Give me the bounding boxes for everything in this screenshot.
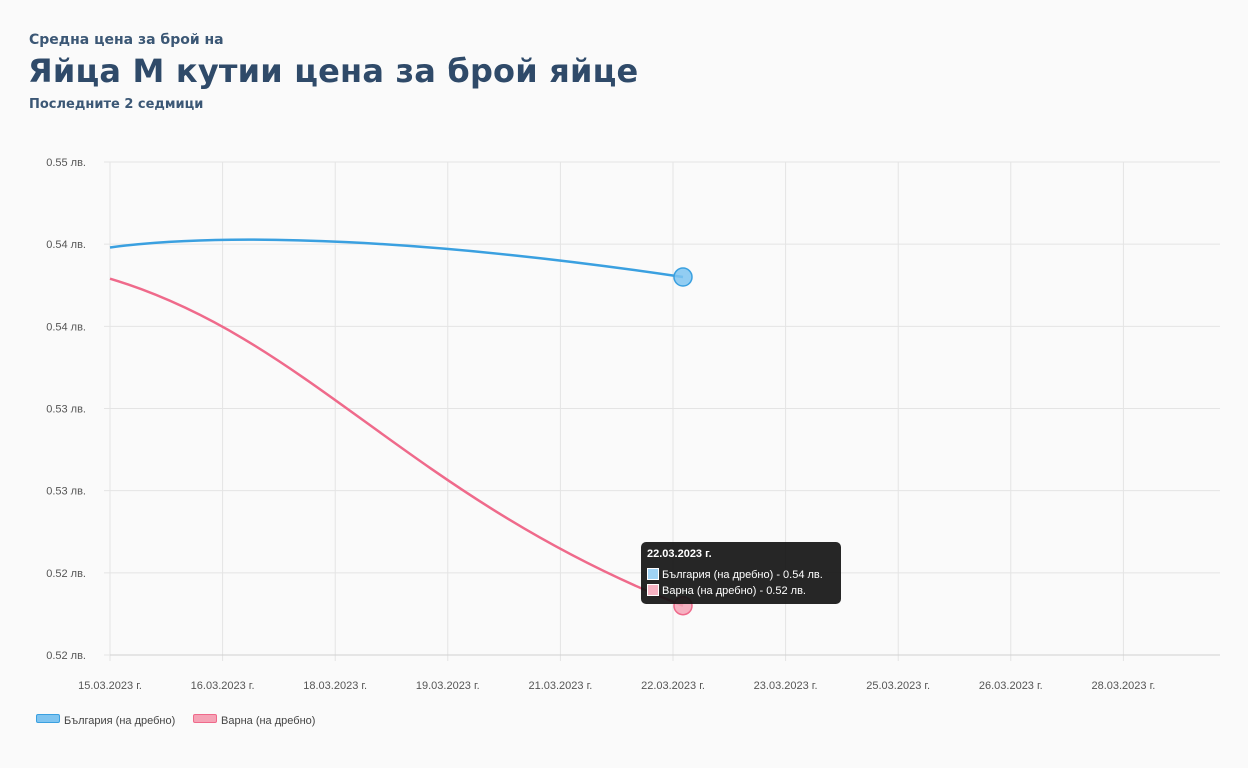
y-tick-label: 0.54 лв. — [46, 321, 86, 333]
chart-subtitle-top: Средна цена за брой на — [29, 32, 224, 48]
y-tick-label: 0.53 лв. — [46, 486, 86, 498]
x-tick-label: 21.03.2023 г. — [528, 680, 592, 692]
data-tooltip: 22.03.2023 г. България (на дребно) - 0.5… — [641, 542, 841, 604]
legend-swatch-bulgaria — [36, 714, 60, 723]
x-tick-label: 16.03.2023 г. — [191, 680, 255, 692]
x-tick-label: 28.03.2023 г. — [1091, 680, 1155, 692]
legend-item-varna[interactable]: Варна (на дребно) — [193, 714, 315, 727]
x-tick-label: 26.03.2023 г. — [979, 680, 1043, 692]
x-tick-label: 25.03.2023 г. — [866, 680, 930, 692]
x-tick-label: 23.03.2023 г. — [754, 680, 818, 692]
tooltip-row-text: Варна (на дребно) - 0.52 лв. — [662, 585, 806, 597]
tooltip-swatch-varna — [647, 584, 659, 596]
y-tick-label: 0.53 лв. — [46, 404, 86, 416]
series-line-1 — [109, 277, 684, 607]
x-tick-label: 18.03.2023 г. — [303, 680, 367, 692]
x-tick-label: 22.03.2023 г. — [641, 680, 705, 692]
x-tick-label: 15.03.2023 г. — [78, 680, 142, 692]
legend-item-bulgaria[interactable]: България (на дребно) — [36, 714, 175, 727]
y-tick-label: 0.52 лв. — [46, 650, 86, 662]
tooltip-row-varna: Варна (на дребно) - 0.52 лв. — [647, 584, 806, 597]
data-point-marker — [673, 267, 693, 287]
x-tick-label: 19.03.2023 г. — [416, 680, 480, 692]
tooltip-title: 22.03.2023 г. — [647, 548, 712, 560]
tooltip-row-text: България (на дребно) - 0.54 лв. — [662, 569, 823, 581]
y-tick-label: 0.52 лв. — [46, 568, 86, 580]
tooltip-row-bulgaria: България (на дребно) - 0.54 лв. — [647, 568, 823, 581]
y-tick-label: 0.55 лв. — [46, 157, 86, 169]
legend-swatch-varna — [193, 714, 217, 723]
legend-label: България (на дребно) — [64, 715, 176, 727]
tooltip-swatch-bulgaria — [647, 568, 659, 580]
series-line-0 — [109, 238, 684, 279]
legend-label: Варна (на дребно) — [221, 715, 316, 727]
chart-title: Яйца М кутии цена за брой яйце — [28, 52, 639, 90]
y-tick-label: 0.54 лв. — [46, 239, 86, 251]
chart-period: Последните 2 седмици — [29, 97, 204, 112]
